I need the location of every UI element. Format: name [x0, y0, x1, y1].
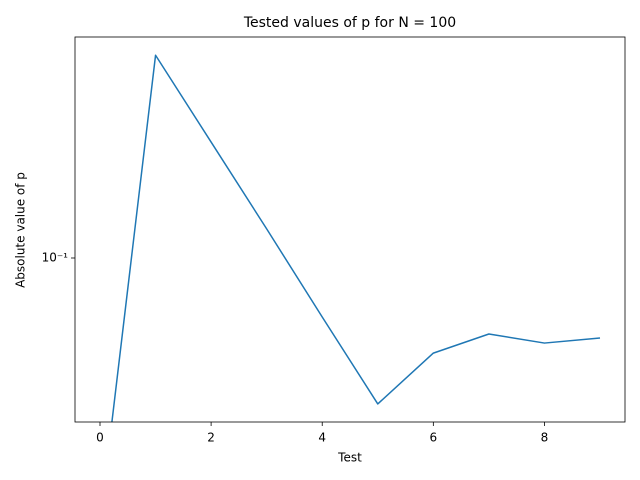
x-tick-label: 0 — [96, 431, 104, 445]
data-line — [111, 54, 601, 422]
y-axis-label: Absolute value of p — [14, 172, 28, 288]
x-tick-label: 8 — [541, 431, 549, 445]
x-axis-label: Test — [337, 451, 362, 465]
x-tick-label: 4 — [318, 431, 326, 445]
x-tick-label: 2 — [207, 431, 215, 445]
x-tick-label: 6 — [430, 431, 438, 445]
plot-area — [111, 54, 601, 422]
axes-frame — [74, 36, 626, 423]
chart-title: Tested values of p for N = 100 — [243, 15, 456, 31]
y-tick-label: 10⁻¹ — [42, 250, 69, 264]
